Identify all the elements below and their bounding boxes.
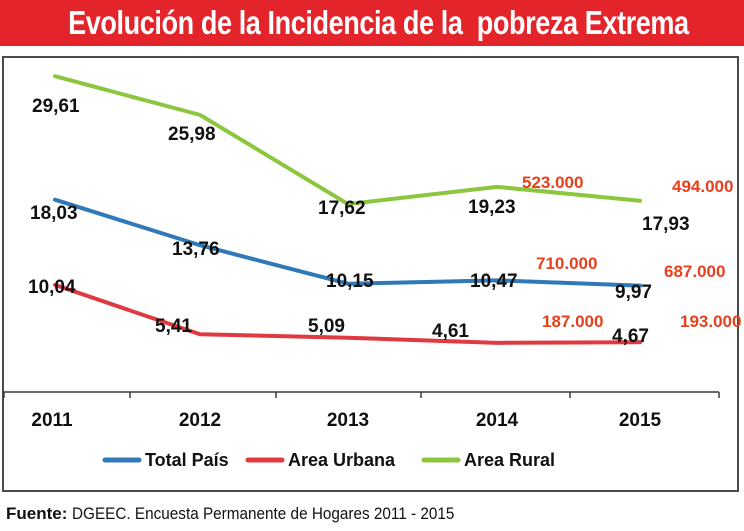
data-label-urbana: 5,41 (155, 316, 192, 337)
data-label-total: 10,47 (470, 271, 518, 292)
data-label-rural: 17,93 (642, 214, 690, 235)
series-lines (53, 74, 642, 345)
x-tick-label: 2015 (619, 410, 662, 431)
source-text: DGEEC. Encuesta Permanente de Hogares 20… (72, 504, 455, 523)
legend-label-rural: Area Rural (464, 450, 555, 470)
data-label-urbana: 4,67 (612, 326, 649, 347)
data-label-total: 13,76 (172, 239, 220, 260)
source-note: Fuente: DGEEC. Encuesta Permanente de Ho… (6, 504, 497, 524)
data-labels: 18,03 13,76 10,15 10,47 9,97 10,04 5,41 5,09 4,6… (28, 96, 690, 347)
chart-panel (2, 56, 739, 492)
legend: Total País Area Urbana Area Rural (102, 450, 555, 470)
x-tick-label: 2012 (179, 410, 221, 431)
legend-label-urbana: Area Urbana (288, 450, 396, 470)
data-label-urbana: 5,09 (308, 316, 345, 337)
chart-title: Evolución de la Incidencia de la pobreza… (0, 0, 744, 46)
annotation-label: 710.000 (536, 254, 597, 273)
data-label-rural: 25,98 (168, 124, 216, 145)
annotation-label: 687.000 (664, 262, 725, 281)
annotation-label: 193.000 (680, 312, 741, 331)
x-tick-label: 2013 (327, 410, 369, 431)
line-chart: 2011 2012 2013 2014 2015 18,03 13,76 10,15 10,4… (3, 74, 741, 470)
x-tick-label: 2014 (476, 410, 519, 431)
series-line-urbana (53, 282, 642, 345)
annotation-label: 187.000 (542, 312, 603, 331)
data-label-total: 18,03 (30, 203, 78, 224)
source-label: Fuente: (6, 504, 68, 523)
data-label-rural: 19,23 (468, 197, 516, 218)
data-label-urbana: 10,04 (28, 277, 76, 298)
annotation-label: 523.000 (522, 173, 583, 192)
annotations: 523.000 494.000 710.000 687.000 187.000 193.0… (522, 173, 741, 331)
x-tick-label: 2011 (31, 410, 73, 431)
data-label-rural: 17,62 (318, 198, 366, 219)
series-line-rural (53, 74, 642, 207)
x-axis: 2011 2012 2013 2014 2015 (3, 391, 720, 431)
data-label-total: 10,15 (326, 271, 374, 292)
data-label-rural: 29,61 (32, 96, 80, 117)
annotation-label: 494.000 (672, 177, 733, 196)
series-line-total (53, 197, 642, 288)
data-label-total: 9,97 (615, 282, 652, 303)
data-label-urbana: 4,61 (432, 321, 469, 342)
legend-label-total: Total País (145, 450, 229, 470)
